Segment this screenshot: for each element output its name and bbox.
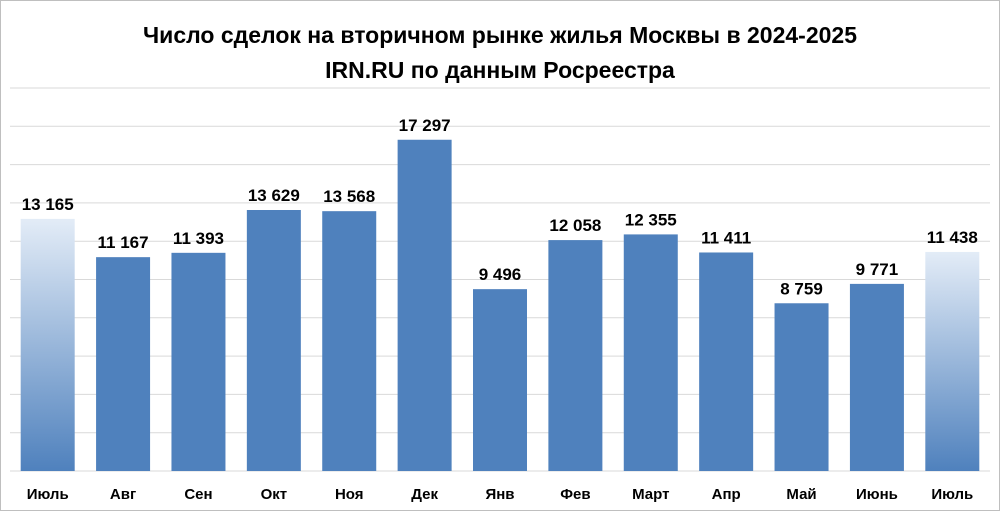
bar-2 [171, 252, 226, 471]
value-label-3: 13 629 [248, 186, 300, 205]
category-label-6: Янв [485, 486, 514, 503]
bar-11 [849, 283, 904, 471]
value-label-2: 11 393 [173, 229, 224, 248]
category-label-8: Март [632, 486, 669, 503]
value-label-11: 9 771 [856, 260, 899, 279]
category-label-9: Апр [712, 486, 741, 503]
bar-1 [96, 257, 151, 471]
bars [20, 139, 980, 472]
category-label-11: Июнь [856, 486, 898, 503]
value-label-12: 11 438 [927, 228, 978, 247]
category-label-7: Фев [560, 486, 590, 503]
category-label-1: Авг [110, 486, 136, 503]
value-labels: 13 165 11 167 11 393 13 629 13 568 17 297 9 49… [22, 116, 978, 299]
category-labels: Июль Авг Сен Окт Ноя Дек Янв Фев Март Апр Май Июнь И… [27, 486, 974, 503]
category-label-2: Сен [184, 486, 212, 503]
bar-9 [699, 252, 754, 471]
category-label-4: Ноя [335, 486, 364, 503]
value-label-9: 11 411 [701, 228, 751, 247]
value-label-6: 9 496 [479, 265, 522, 284]
bar-10 [774, 303, 829, 471]
value-label-0: 13 165 [22, 195, 74, 214]
value-label-4: 13 568 [323, 187, 375, 206]
bar-3 [246, 210, 301, 472]
category-label-10: Май [786, 486, 816, 503]
category-label-5: Дек [411, 486, 438, 503]
value-label-5: 17 297 [399, 116, 451, 135]
value-label-7: 12 058 [549, 216, 601, 235]
chart-title: Число сделок на вторичном рынке жилья Мо… [143, 22, 857, 48]
bar-8 [623, 234, 678, 471]
category-label-3: Окт [261, 486, 288, 503]
bar-12 [925, 251, 980, 471]
value-label-8: 12 355 [625, 210, 677, 229]
value-label-10: 8 759 [780, 279, 823, 298]
category-label-0: Июль [27, 486, 69, 503]
bar-7 [548, 240, 603, 471]
bar-0 [20, 218, 75, 471]
bar-5 [397, 139, 452, 471]
bar-6 [473, 289, 527, 471]
category-label-12: Июль [931, 486, 973, 503]
chart-subtitle: IRN.RU по данным Росреестра [325, 57, 675, 83]
value-label-1: 11 167 [98, 233, 149, 252]
bar-4 [322, 211, 377, 472]
